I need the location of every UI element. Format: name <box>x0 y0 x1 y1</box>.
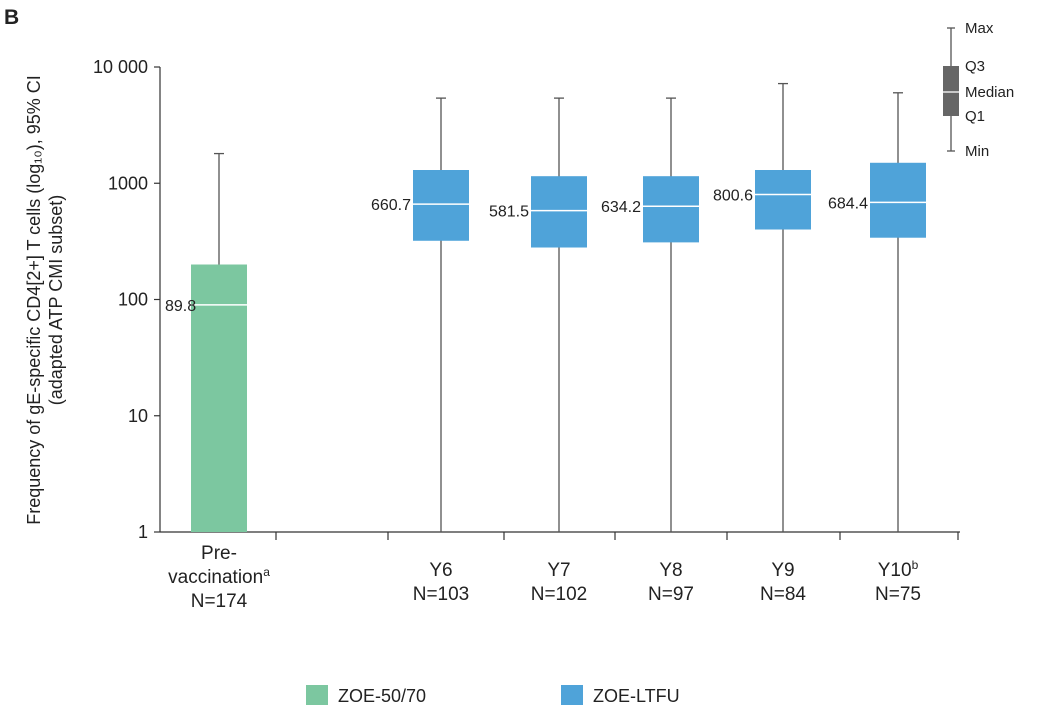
x-category-label: Pre- <box>201 543 237 564</box>
x-category-label: vaccinationa <box>168 565 270 588</box>
x-category-label: Y10b <box>878 558 919 581</box>
y-tick-label: 1000 <box>108 173 148 193</box>
box-key: Max Q3 Median Q1 Min <box>943 20 1014 160</box>
box-iqr <box>531 176 587 248</box>
key-label: Q1 <box>965 108 985 125</box>
box-iqr <box>870 162 926 238</box>
legend: ZOE-50/70 ZOE-LTFU <box>306 685 680 706</box>
legend-swatch <box>561 685 583 705</box>
x-category-label: N=103 <box>413 584 470 605</box>
y-tick-label: 1 <box>138 522 148 542</box>
x-category-label: Y6 <box>429 560 452 581</box>
key-label: Q3 <box>965 58 985 75</box>
y-axis-label-line1: Frequency of gE-specific CD4[2+] T cells… <box>24 75 44 525</box>
key-label: Max <box>965 20 994 37</box>
y-tick-label: 10 000 <box>93 57 148 77</box>
x-tick-labels: Pre-vaccinationa N=174 Y6 N=103 Y7 N=102 Y8 N=9… <box>168 543 921 612</box>
box-iqr <box>643 176 699 243</box>
x-category-label: N=102 <box>531 584 588 605</box>
footnote-marker: b <box>912 558 919 572</box>
y-axis-label-line2: (adapted ATP CMI subset) <box>46 195 66 405</box>
x-category-label: Y7 <box>547 560 570 581</box>
panel-label: B <box>4 6 19 29</box>
box-iqr <box>755 170 811 230</box>
median-value-label: 581.5 <box>489 204 529 221</box>
box-series: 89.8 660.7 581.5 634.2 800.6 684.4 <box>165 82 926 532</box>
median-value-label: 800.6 <box>713 187 753 204</box>
x-category-label: Y9 <box>771 560 794 581</box>
key-label: Min <box>965 143 989 160</box>
y-tick-label: 10 <box>128 406 148 426</box>
x-category-label: N=97 <box>648 584 694 605</box>
median-value-label: 684.4 <box>828 195 868 212</box>
x-category-label: Y8 <box>659 560 682 581</box>
key-label: Median <box>965 84 1014 101</box>
box-iqr <box>413 170 469 241</box>
x-category-label: N=174 <box>191 591 248 612</box>
x-category-label: N=84 <box>760 584 806 605</box>
legend-label: ZOE-LTFU <box>593 686 680 706</box>
axes: 1 10 100 1000 10 000 <box>93 57 960 542</box>
median-value-label: 660.7 <box>371 197 411 214</box>
x-category-label: N=75 <box>875 584 921 605</box>
legend-label: ZOE-50/70 <box>338 686 426 706</box>
y-tick-label: 100 <box>118 290 148 310</box>
box-iqr <box>191 264 247 532</box>
median-value-label: 634.2 <box>601 199 641 216</box>
footnote-marker: a <box>263 565 270 579</box>
key-box <box>943 66 959 116</box>
legend-swatch <box>306 685 328 705</box>
median-value-label: 89.8 <box>165 298 196 315</box>
